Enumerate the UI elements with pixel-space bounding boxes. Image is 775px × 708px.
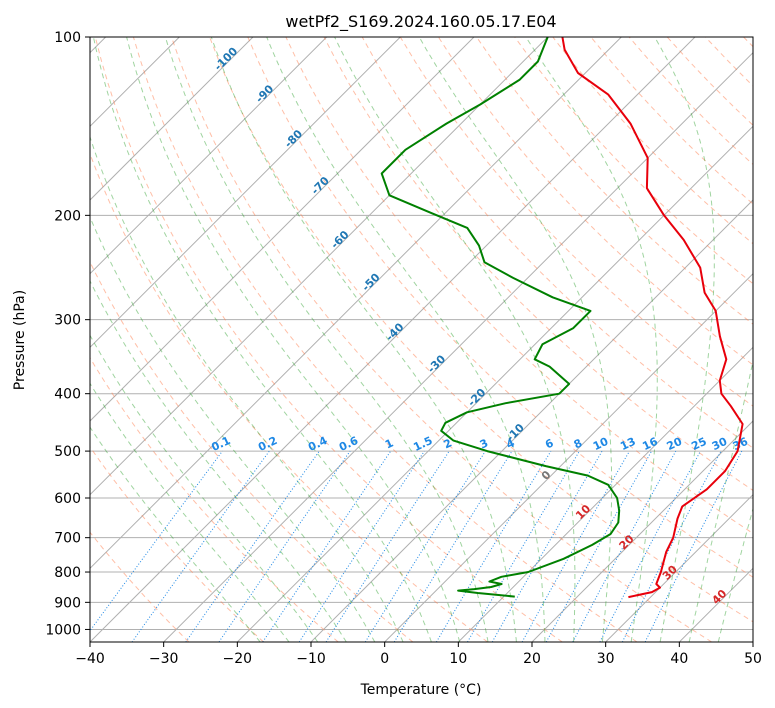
x-tick-label: 30	[597, 651, 615, 667]
moist-adiabat	[654, 37, 715, 642]
y-tick-label: 700	[54, 531, 81, 547]
x-tick-label: −10	[296, 651, 326, 667]
dewpoint-profile	[380, 37, 621, 598]
moist-adiabat	[92, 37, 432, 642]
isotherm-gridline	[236, 125, 753, 642]
mixing-ratio-line	[364, 450, 486, 642]
mixing-ratio-line	[262, 450, 392, 642]
isotherm-gridline	[457, 346, 753, 642]
y-tick-label: 100	[54, 30, 81, 46]
x-tick-label: −20	[223, 651, 253, 667]
isotherm-gridline	[90, 37, 328, 275]
moist-adiabat	[164, 37, 489, 642]
isotherm-gridline	[605, 493, 753, 642]
moist-adiabat	[90, 215, 376, 642]
isotherm-gridline	[90, 37, 549, 496]
x-tick-label: −40	[75, 651, 105, 667]
dry-adiabat	[132, 37, 638, 642]
mixing-ratio-label: 16	[640, 435, 660, 453]
plot-area: 0.1 0.2 0.4 0.6 1 1.5 2 3 4 6 8 10 13 16 20 25 30 36-100-…	[90, 37, 753, 642]
x-tick-label: 20	[523, 651, 541, 667]
y-tick-label: 200	[54, 208, 81, 224]
mixing-ratio-label: 25	[689, 435, 708, 453]
isotherm-gridline	[163, 51, 753, 642]
isotherm-gridline	[90, 37, 622, 570]
chart-title: wetPf2_S169.2024.160.05.17.E04	[285, 12, 556, 32]
mixing-ratio-line	[644, 450, 743, 642]
dry-adiabat	[399, 37, 753, 407]
x-axis-title: Temperature (°C)	[360, 682, 482, 698]
moist-adiabat	[266, 37, 546, 642]
dry-adiabat	[171, 37, 712, 642]
plot-frame	[89, 36, 754, 643]
x-tick-label: 0	[380, 651, 389, 667]
mixing-ratio-label: 30	[710, 435, 730, 453]
moist-adiabat	[210, 37, 517, 642]
isotherm-gridline	[384, 272, 753, 642]
dry-adiabat	[90, 356, 339, 642]
y-tick-label: 600	[54, 491, 81, 507]
mixing-ratio-line	[599, 450, 701, 642]
mixing-ratio-label: 36	[731, 435, 751, 453]
mixing-ratio-line	[131, 450, 270, 642]
moist-adiabat	[90, 382, 290, 642]
dry-adiabat	[90, 260, 414, 642]
moist-adiabat	[334, 37, 576, 642]
x-tick-label: 40	[670, 651, 688, 667]
y-tick-label: 400	[54, 387, 81, 403]
isotherm-gridline	[90, 37, 696, 642]
dry-adiabat	[247, 37, 753, 578]
dry-adiabat	[90, 446, 264, 642]
temperature-profile	[561, 37, 744, 599]
dry-adiabat	[361, 37, 753, 449]
y-tick-label: 900	[54, 595, 81, 611]
x-tick-label: 10	[449, 651, 467, 667]
mixing-ratio-line	[435, 450, 552, 642]
isotherm-gridline	[90, 37, 475, 422]
mixing-ratio-line	[467, 450, 580, 642]
mixing-ratio-label: 10	[591, 435, 611, 453]
axes: −40 −30 −20 −10 0 10 20 30 40 50 100 200 300 400 500 60…	[45, 30, 762, 667]
moist-adiabat	[525, 37, 658, 642]
moist-adiabat	[90, 334, 319, 642]
x-tick-label: 50	[744, 651, 762, 667]
y-axis-title: Pressure (hPa)	[12, 290, 28, 390]
x-tick-label: −30	[149, 651, 179, 667]
dry-adiabat	[94, 37, 563, 642]
y-tick-label: 1000	[45, 622, 81, 638]
mixing-ratio-label: 20	[665, 435, 685, 453]
dry-adiabat	[90, 152, 488, 642]
moist-adiabat	[126, 37, 461, 642]
isotherm-gridline	[531, 420, 753, 642]
y-tick-label: 500	[54, 444, 81, 460]
moist-adiabat	[90, 135, 404, 642]
mixing-ratio-label: 13	[618, 435, 637, 453]
isotherm-gridline	[90, 37, 254, 201]
mixing-ratio-line	[90, 450, 223, 632]
mixing-ratio-line	[325, 450, 450, 642]
dry-adiabat	[209, 37, 753, 623]
isotherm-gridline	[90, 37, 401, 349]
mixing-ratio-line	[545, 450, 653, 642]
dry-adiabat	[514, 37, 753, 285]
dry-adiabat	[90, 531, 190, 642]
moist-adiabat	[418, 37, 613, 642]
y-tick-label: 800	[54, 565, 81, 581]
mixing-ratio-line	[393, 450, 513, 642]
y-tick-label: 300	[54, 313, 81, 329]
mixing-ratio-line	[298, 450, 425, 642]
moist-adiabat	[90, 426, 261, 642]
